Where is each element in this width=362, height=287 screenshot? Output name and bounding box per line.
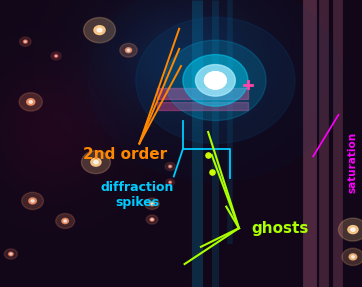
Circle shape	[151, 219, 153, 220]
Circle shape	[195, 65, 235, 96]
Circle shape	[97, 28, 102, 32]
Circle shape	[351, 228, 355, 231]
Circle shape	[19, 93, 42, 111]
Circle shape	[20, 37, 31, 46]
Circle shape	[62, 218, 68, 224]
Circle shape	[338, 218, 362, 241]
Circle shape	[150, 202, 155, 206]
Text: 2nd order: 2nd order	[83, 148, 167, 162]
Circle shape	[183, 55, 248, 106]
Circle shape	[51, 52, 61, 60]
Circle shape	[145, 198, 159, 210]
Point	[209, 170, 215, 174]
Circle shape	[120, 43, 137, 57]
Circle shape	[22, 192, 43, 210]
Circle shape	[27, 99, 35, 105]
Text: saturation: saturation	[348, 132, 358, 193]
Circle shape	[165, 40, 266, 121]
Circle shape	[165, 162, 175, 170]
Circle shape	[146, 215, 158, 224]
Circle shape	[151, 203, 153, 205]
Circle shape	[64, 220, 67, 222]
Text: diffraction
spikes: diffraction spikes	[101, 181, 174, 209]
Circle shape	[169, 181, 172, 183]
Bar	[157, 102, 248, 110]
Circle shape	[29, 100, 33, 103]
Circle shape	[127, 49, 130, 51]
Bar	[157, 88, 248, 99]
Circle shape	[4, 249, 17, 259]
Circle shape	[169, 182, 171, 183]
Circle shape	[94, 26, 105, 34]
Circle shape	[349, 254, 357, 260]
Circle shape	[56, 214, 75, 228]
Circle shape	[89, 0, 342, 181]
Circle shape	[205, 72, 226, 89]
Circle shape	[205, 72, 226, 89]
Circle shape	[23, 40, 28, 43]
Circle shape	[168, 165, 172, 168]
Circle shape	[126, 48, 131, 53]
Text: ghosts: ghosts	[252, 221, 309, 236]
Circle shape	[351, 256, 354, 258]
Circle shape	[84, 18, 115, 43]
Point	[205, 153, 211, 157]
Circle shape	[54, 55, 58, 57]
Circle shape	[150, 218, 154, 221]
Circle shape	[81, 151, 110, 174]
Circle shape	[55, 55, 57, 57]
Circle shape	[91, 158, 101, 166]
Circle shape	[169, 166, 171, 167]
Circle shape	[136, 17, 295, 144]
Circle shape	[94, 160, 98, 164]
Circle shape	[9, 252, 13, 256]
Circle shape	[348, 226, 358, 234]
Circle shape	[25, 41, 26, 42]
Circle shape	[10, 253, 12, 255]
Circle shape	[342, 248, 362, 265]
Circle shape	[29, 198, 36, 204]
Circle shape	[31, 199, 34, 202]
Circle shape	[166, 179, 174, 186]
